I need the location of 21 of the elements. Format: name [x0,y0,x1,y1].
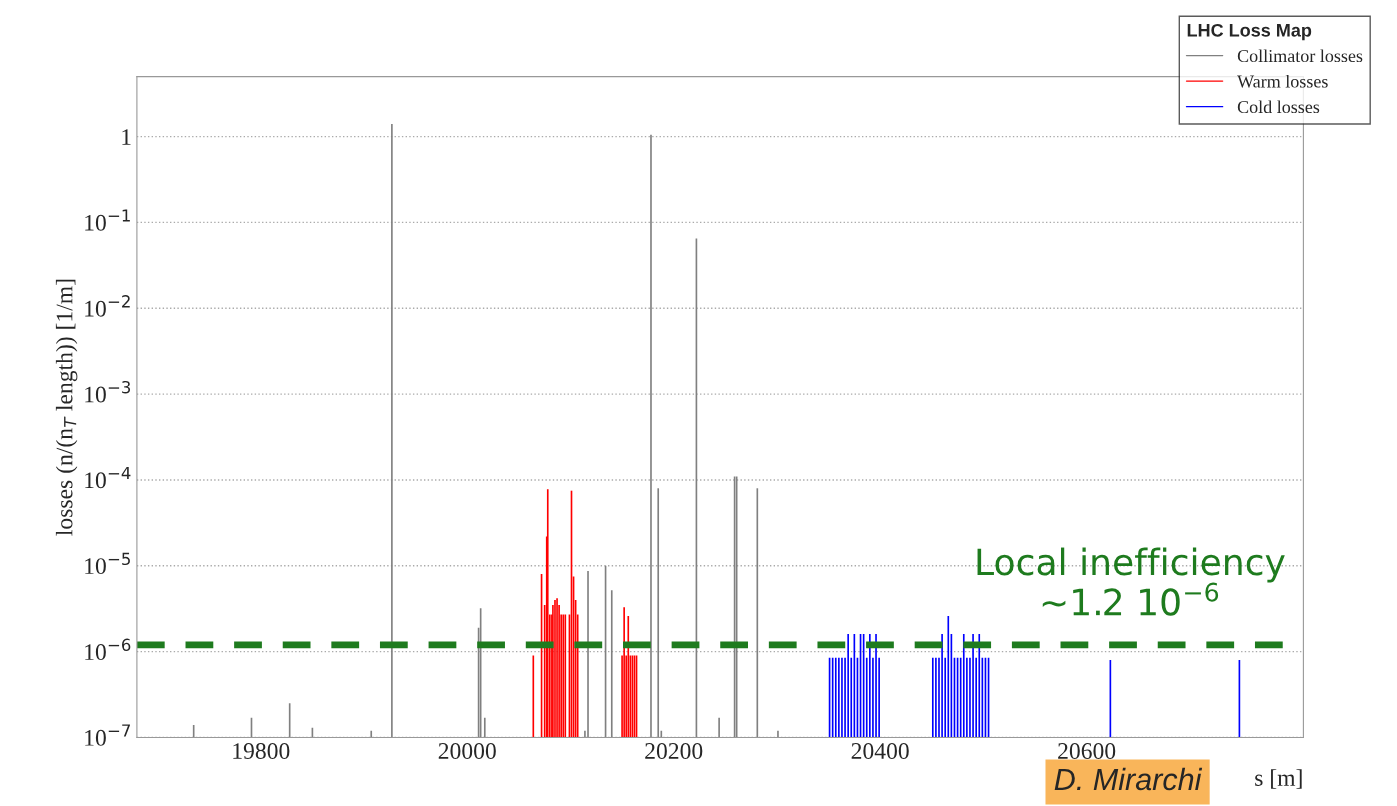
x-axis-title: s [m] [1255,769,1302,789]
legend-title: LHC Loss Map [1187,23,1312,41]
y-tick-label: 10$^{−1}$ [85,209,130,231]
legend-label: Cold losses [1237,100,1320,114]
y-tick-label: 1 [122,129,131,145]
x-tick-label: 20200 [645,743,703,759]
text: D. Mirarchi [1054,767,1203,791]
y-axis-title: losses (n/(n$_{T}$ length)) [1/m] [55,279,78,536]
y-tick-label: 10$^{−6}$ [85,638,131,661]
legend-label: Warm losses [1237,74,1328,88]
legend-label: Collimator losses [1237,49,1363,63]
y-tick-label: 10$^{−7}$ [85,724,130,746]
y-tick-label: 10$^{−5}$ [85,552,130,575]
x-tick-label: 19800 [233,743,290,759]
ref-line-label: Local inefficiency ~1.2 10$^{−6}$ [977,547,1285,616]
y-tick-label: 10$^{−4}$ [85,466,131,489]
x-tick-label: 20400 [851,743,909,759]
x-tick-label: 20000 [438,743,496,759]
y-tick-label: 10$^{−2}$ [85,295,130,317]
y-tick-label: 10$^{−3}$ [85,380,131,403]
x-tick-label: 20600 [1058,743,1116,759]
